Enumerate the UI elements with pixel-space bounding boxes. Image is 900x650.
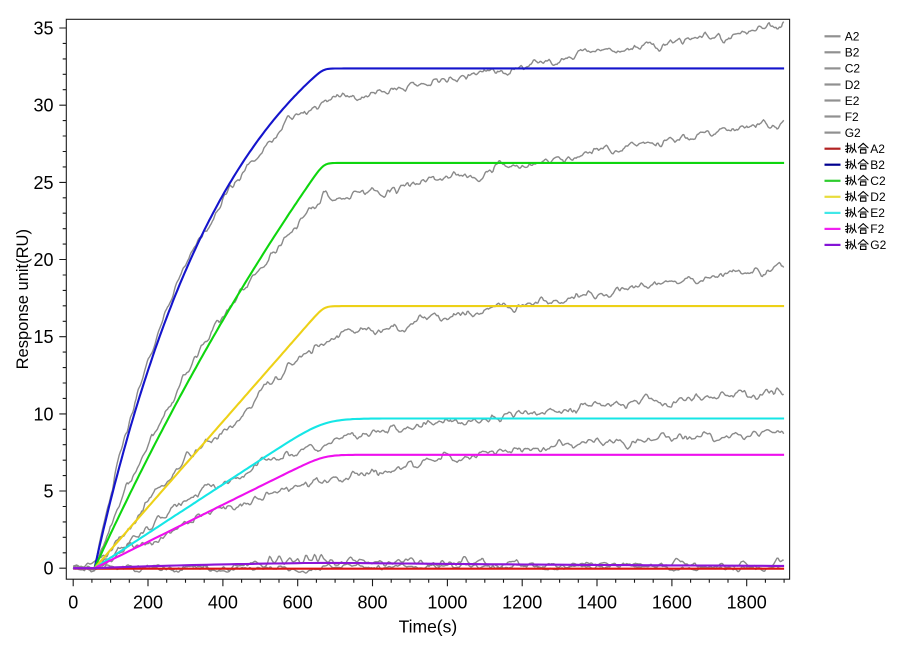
svg-text:E2: E2: [845, 94, 860, 108]
svg-text:Response unit(RU): Response unit(RU): [14, 229, 32, 369]
svg-text:20: 20: [33, 250, 53, 270]
svg-text:F2: F2: [870, 222, 884, 236]
svg-text:1200: 1200: [502, 593, 542, 613]
svg-text:G2: G2: [870, 238, 886, 252]
svg-text:D2: D2: [870, 190, 886, 204]
svg-text:400: 400: [208, 593, 238, 613]
svg-text:B2: B2: [870, 158, 885, 172]
svg-text:C2: C2: [870, 174, 886, 188]
svg-text:800: 800: [357, 593, 387, 613]
svg-text:A2: A2: [845, 30, 860, 44]
svg-text:200: 200: [133, 593, 163, 613]
svg-text:C2: C2: [845, 62, 861, 76]
svg-text:G2: G2: [845, 126, 861, 140]
svg-text:600: 600: [283, 593, 313, 613]
svg-text:1800: 1800: [727, 593, 767, 613]
svg-text:Time(s): Time(s): [399, 617, 458, 637]
svg-text:0: 0: [68, 593, 78, 613]
svg-text:35: 35: [33, 18, 53, 38]
svg-text:0: 0: [43, 559, 53, 579]
svg-text:A2: A2: [870, 142, 885, 156]
svg-text:1600: 1600: [652, 593, 692, 613]
svg-text:15: 15: [33, 327, 53, 347]
svg-text:E2: E2: [870, 206, 885, 220]
svg-text:1000: 1000: [427, 593, 467, 613]
svg-text:25: 25: [33, 173, 53, 193]
svg-text:5: 5: [43, 481, 53, 501]
svg-text:1400: 1400: [577, 593, 617, 613]
svg-text:10: 10: [33, 404, 53, 424]
svg-text:D2: D2: [845, 78, 861, 92]
svg-text:30: 30: [33, 96, 53, 116]
svg-text:B2: B2: [845, 46, 860, 60]
svg-text:F2: F2: [845, 110, 859, 124]
